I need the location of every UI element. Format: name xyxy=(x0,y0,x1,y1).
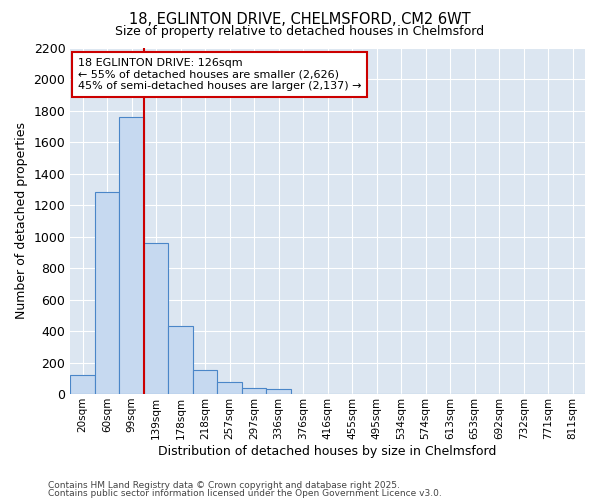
Text: Contains public sector information licensed under the Open Government Licence v3: Contains public sector information licen… xyxy=(48,489,442,498)
Bar xyxy=(144,243,169,394)
Bar xyxy=(242,388,266,394)
Bar xyxy=(70,375,95,394)
Bar xyxy=(217,382,242,394)
Bar xyxy=(119,117,144,394)
Bar xyxy=(193,370,217,394)
Bar xyxy=(266,390,291,394)
Text: 18, EGLINTON DRIVE, CHELMSFORD, CM2 6WT: 18, EGLINTON DRIVE, CHELMSFORD, CM2 6WT xyxy=(129,12,471,28)
Y-axis label: Number of detached properties: Number of detached properties xyxy=(15,122,28,320)
Text: Contains HM Land Registry data © Crown copyright and database right 2025.: Contains HM Land Registry data © Crown c… xyxy=(48,480,400,490)
Text: 18 EGLINTON DRIVE: 126sqm
← 55% of detached houses are smaller (2,626)
45% of se: 18 EGLINTON DRIVE: 126sqm ← 55% of detac… xyxy=(78,58,362,91)
Bar xyxy=(169,326,193,394)
X-axis label: Distribution of detached houses by size in Chelmsford: Distribution of detached houses by size … xyxy=(158,444,497,458)
Bar xyxy=(95,192,119,394)
Text: Size of property relative to detached houses in Chelmsford: Size of property relative to detached ho… xyxy=(115,25,485,38)
